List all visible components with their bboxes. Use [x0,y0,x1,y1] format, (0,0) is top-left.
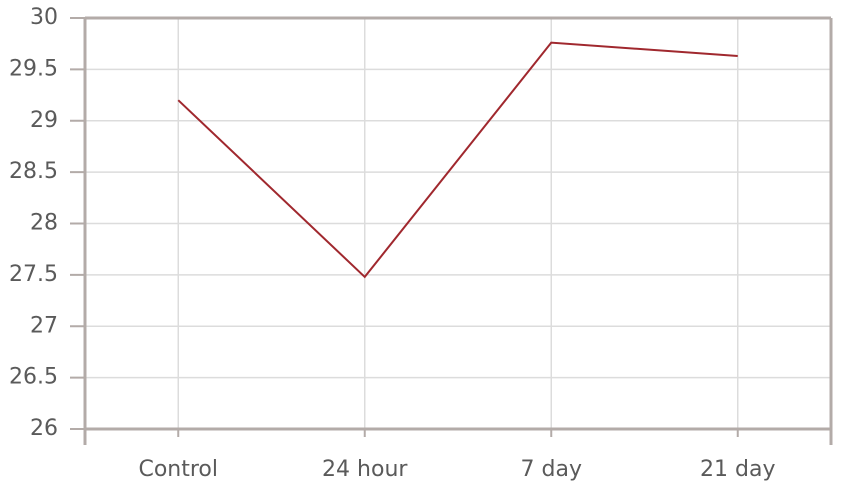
y-tick-label: 26.5 [9,365,58,390]
y-tick-label: 29 [30,108,58,133]
x-tick-label: Control [138,457,218,482]
x-tick-label: 21 day [700,457,775,482]
data-line [177,41,738,279]
y-tick-label: 27 [30,313,58,338]
y-tick-label: 29.5 [9,56,58,81]
y-tick-label: 30 [30,5,58,30]
y-tick-label: 27.5 [9,262,58,287]
y-tick-label: 26 [30,416,58,441]
x-tick-label: 7 day [521,457,582,482]
x-tick-label: 24 hour [322,457,408,482]
y-tick-label: 28.5 [9,159,58,184]
y-tick-label: 28 [30,211,58,236]
